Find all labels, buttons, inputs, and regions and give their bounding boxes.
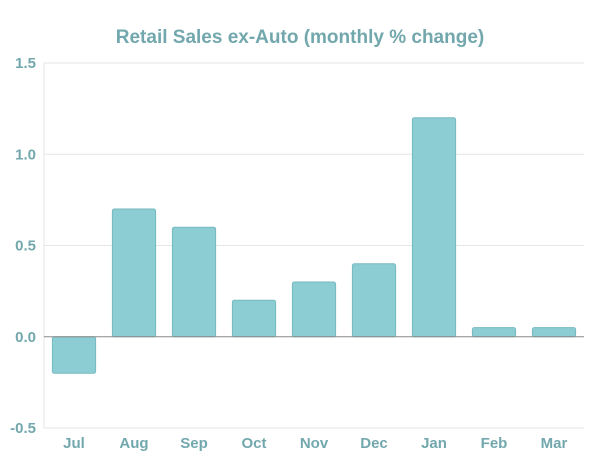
bar-feb — [471, 327, 517, 338]
chart-title: Retail Sales ex-Auto (monthly % change) — [116, 27, 484, 48]
x-tick-label: Oct — [241, 435, 266, 452]
x-tick-label: Sep — [180, 435, 208, 452]
y-tick-label: 0.5 — [15, 238, 36, 255]
bar-aug — [111, 208, 157, 338]
bar-jan — [411, 117, 457, 338]
y-tick-label: 1.5 — [15, 55, 36, 72]
y-tick-label: -0.5 — [10, 420, 36, 437]
x-tick-label: Feb — [481, 435, 508, 452]
x-tick-label: Jul — [63, 435, 85, 452]
y-axis-tick-labels: 1.5 1.0 0.5 0.0 -0.5 — [10, 55, 36, 437]
x-tick-label: Dec — [360, 435, 388, 452]
bar-mar — [531, 327, 577, 338]
x-tick-label: Jan — [421, 435, 447, 452]
bar-nov — [291, 281, 337, 338]
bar-jul — [51, 336, 97, 374]
y-tick-label: 1.0 — [15, 146, 36, 163]
bar-dec — [351, 263, 397, 338]
x-tick-label: Mar — [541, 435, 568, 452]
y-tick-label: 0.0 — [15, 329, 36, 346]
bar-oct — [231, 299, 277, 338]
x-tick-label: Aug — [119, 435, 148, 452]
x-tick-label: Nov — [300, 435, 329, 452]
bar-sep — [171, 226, 217, 338]
x-axis-tick-labels: Jul Aug Sep Oct Nov Dec Jan Feb Mar — [63, 435, 567, 452]
